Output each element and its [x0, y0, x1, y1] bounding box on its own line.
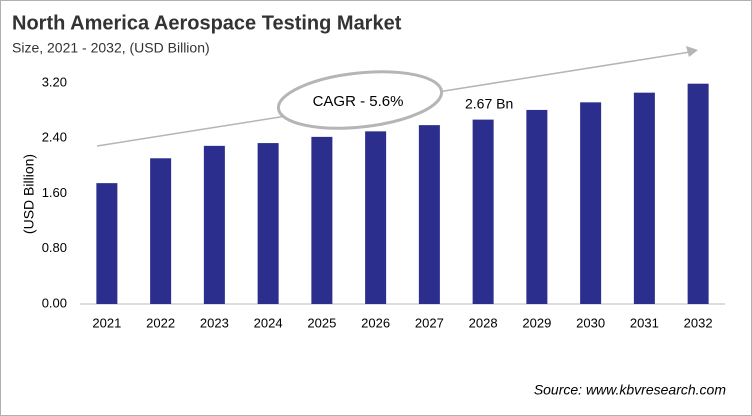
cagr-label: CAGR - 5.6%	[313, 93, 404, 110]
bar	[311, 136, 333, 304]
bar	[257, 143, 279, 304]
source: Source: www.kbvresearch.com	[534, 382, 727, 398]
chart-subtitle: Size, 2021 - 2032, (USD Billion)	[12, 40, 210, 56]
bar	[418, 125, 440, 304]
cagr-ellipse	[276, 70, 444, 130]
y-tick-label: 2.40	[42, 130, 67, 145]
x-tick-label: 2030	[576, 315, 605, 330]
bar	[150, 158, 172, 304]
x-tick-label: 2028	[469, 315, 498, 330]
x-tick-label: 2032	[684, 315, 713, 330]
x-tick-label: 2022	[146, 315, 175, 330]
x-tick-label: 2024	[254, 315, 283, 330]
bar	[472, 119, 494, 305]
bar	[580, 102, 602, 305]
y-tick-label: 3.20	[42, 74, 67, 89]
chart-title: North America Aerospace Testing Market	[12, 12, 402, 34]
x-tick-label: 2031	[630, 315, 659, 330]
data-label: 2.67 Bn	[465, 95, 513, 111]
y-tick-label: 1.60	[42, 185, 67, 200]
x-tick-label: 2029	[522, 315, 551, 330]
bar	[526, 109, 548, 304]
y-axis-label: (USD Billion)	[21, 154, 37, 234]
x-tick-label: 2027	[415, 315, 444, 330]
bar	[203, 145, 225, 304]
trend-arrow-head	[686, 46, 698, 57]
y-tick-label: 0.00	[42, 295, 67, 310]
bar	[365, 131, 387, 304]
x-tick-label: 2025	[307, 315, 336, 330]
bar	[687, 83, 709, 304]
bar	[633, 92, 655, 304]
bar	[96, 183, 118, 304]
y-tick-label: 0.80	[42, 240, 67, 255]
x-tick-label: 2026	[361, 315, 390, 330]
x-tick-label: 2023	[200, 315, 229, 330]
x-tick-label: 2021	[92, 315, 121, 330]
